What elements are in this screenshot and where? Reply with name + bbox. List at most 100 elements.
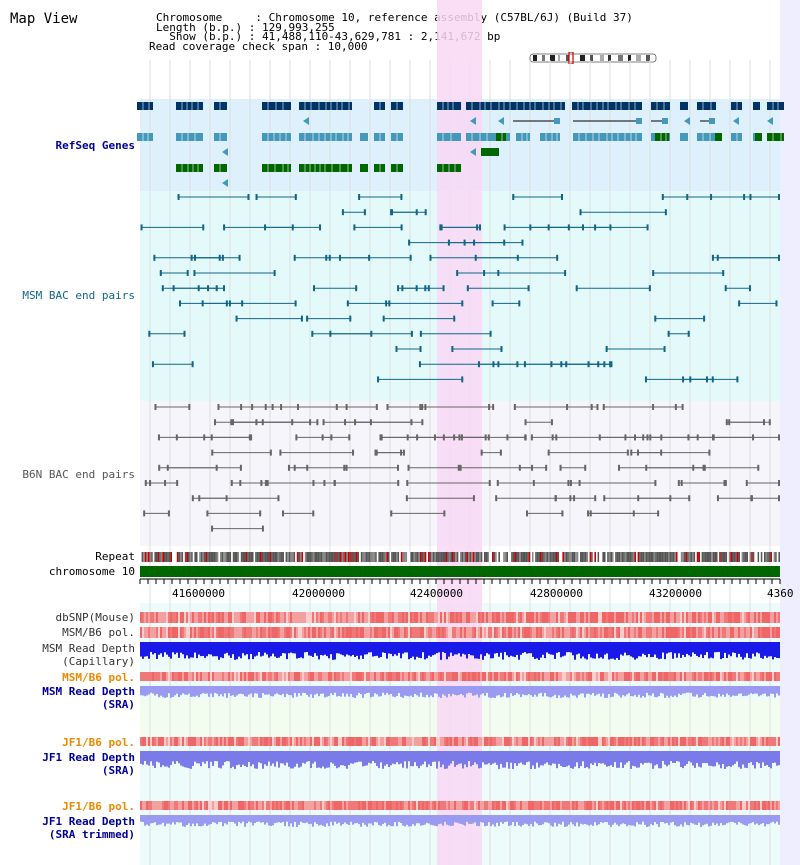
jf1-depth-sra-bar [488,751,490,764]
msm-pol-strip-cell [448,627,450,638]
msm-pol-sra-strip-cell [396,672,398,681]
msm-pol-strip-cell [156,627,158,638]
jf1-depth-sra-bar [604,751,606,765]
msm-depth-sra-bar [600,686,602,697]
repeat-segment [447,552,449,562]
jf1-pol-trim-strip-cell [536,801,538,810]
repeat-segment [405,552,408,562]
jf1-pol-trim-strip-cell [156,801,158,810]
msm-pol-strip-cell [240,627,242,638]
msm-depth-capillary-bar [184,642,186,659]
dbsnp-strip-cell [208,612,210,623]
refseq-gene-row3-exon [214,133,227,141]
axis-tick-label: 41600000 [172,587,225,600]
msm-pol-sra-strip-cell [778,672,780,681]
jf1-depth-sra-trimmed-bar [160,815,162,825]
track-label-msm-bac[interactable]: MSM BAC end pairs [22,289,135,302]
jf1-depth-sra-bar [692,751,694,766]
dbsnp-strip-cell [568,612,570,623]
jf1-depth-sra-trimmed-bar [706,815,708,824]
jf1-depth-sra-bar [338,751,340,768]
dbsnp-strip-cell [478,612,480,623]
jf1-pol-trim-strip-cell [356,801,358,810]
jf1-depth-sra-bar [284,751,286,766]
jf1-pol-strip-cell [182,737,184,746]
msm-depth-capillary-bar [602,642,604,659]
jf1-pol-strip-cell [466,737,468,746]
b6n-bac-end [396,464,399,471]
track-label-refseq-genes[interactable]: RefSeq Genes [55,139,135,152]
msm-depth-capillary-bar [516,642,518,655]
jf1-depth-sra-trimmed-bar [342,815,344,825]
msm-pol-sra-strip-cell [616,672,618,681]
msm-depth-capillary-bar [770,642,772,657]
msm-depth-sra-bar [486,686,488,693]
jf1-pol-trim-strip-cell [534,801,536,810]
dbsnp-strip-cell [646,612,648,623]
jf1-pol-strip-cell [410,737,412,746]
msm-pol-strip-cell [640,627,642,638]
repeat-segment [530,552,532,562]
jf1-depth-sra-bar [326,751,328,768]
msm-pol-sra-strip-cell [756,672,758,681]
msm-pol-sra-strip-cell [644,672,646,681]
repeat-segment [338,552,340,562]
jf1-depth-sra-trimmed-bar [562,815,564,822]
dbsnp-strip-cell [738,612,740,623]
jf1-depth-sra-trimmed-bar [244,815,246,827]
jf1-depth-sra-bar [336,751,338,769]
dbsnp-strip-cell [246,612,248,623]
b6n-bac-end [354,419,357,426]
dbsnp-strip-cell [756,612,758,623]
jf1-pol-trim-strip-cell [758,801,760,810]
repeat-segment [341,552,344,562]
jf1-depth-sra-trimmed-bar [452,815,454,826]
msm-depth-sra-bar [638,686,640,695]
jf1-pol-trim-strip-cell [682,801,684,810]
jf1-depth-sra-trimmed-bar [250,815,252,823]
jf1-pol-trim-strip-cell [386,801,388,810]
chromosome-ideogram[interactable] [528,52,660,64]
msm-pol-strip-cell [642,627,644,638]
msm-pol-strip-cell [720,627,722,638]
msm-pol-sra-strip-cell [484,672,486,681]
msm-depth-capillary-bar [394,642,396,655]
jf1-pol-strip-cell [428,737,430,746]
msm-pol-sra-strip-cell [328,672,330,681]
repeat-segment [328,552,331,562]
jf1-pol-strip-cell [198,737,200,746]
msm-pol-sra-strip-cell [238,672,240,681]
jf1-pol-trim-strip-cell [474,801,476,810]
b6n-bac-end [545,464,548,471]
b6n-bac-end [250,434,253,441]
dbsnp-strip-cell [238,612,240,623]
jf1-depth-sra-bar [266,751,268,766]
track-label-jf1-depth-sub: (SRA) [101,764,135,777]
b6n-bac-end [488,480,491,486]
b6n-bac-end [561,510,564,517]
jf1-depth-sra-bar [268,751,270,762]
jf1-pol-strip-cell [570,737,572,746]
msm-depth-capillary-bar [614,642,616,660]
jf1-pol-trim-strip-cell [248,801,250,810]
msm-pol-strip-cell [716,627,718,638]
jf1-pol-strip-cell [420,737,422,746]
repeat-segment [376,552,379,562]
jf1-pol-strip-cell [738,737,740,746]
jf1-pol-strip-cell [368,737,370,746]
repeat-segment [719,552,721,562]
jf1-pol-trim-strip-cell [346,801,348,810]
jf1-pol-strip-cell [754,737,756,746]
track-label-b6n-bac[interactable]: B6N BAC end pairs [22,468,135,481]
msm-pol-strip-cell [348,627,350,638]
repeat-segment [616,552,619,562]
jf1-depth-sra-bar [212,751,214,766]
msm-pol-strip-cell [302,627,304,638]
jf1-depth-sra-trimmed-bar [666,815,668,823]
msm-depth-sra-bar [282,686,284,694]
repeat-segment [274,552,276,562]
dbsnp-strip-cell [544,612,546,623]
jf1-depth-sra-trimmed-bar [532,815,534,827]
jf1-depth-sra-bar [328,751,330,768]
jf1-pol-strip-cell [764,737,766,746]
